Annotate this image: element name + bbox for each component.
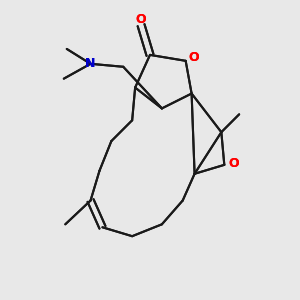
Text: O: O [228,157,238,170]
Text: O: O [228,157,238,170]
Text: N: N [85,57,96,70]
Text: O: O [189,51,199,64]
Circle shape [185,49,203,67]
Circle shape [224,154,242,172]
Circle shape [82,55,100,73]
Text: O: O [189,51,199,64]
Text: N: N [85,57,96,70]
Text: O: O [136,13,146,26]
Text: O: O [136,13,146,26]
Circle shape [132,10,150,28]
